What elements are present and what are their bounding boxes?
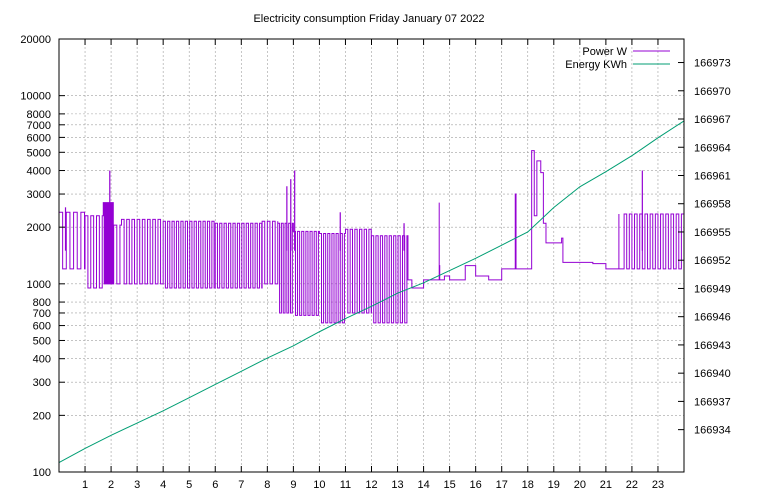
y2-tick-label: 166973 xyxy=(694,58,731,70)
y2-tick-label: 166955 xyxy=(694,227,731,239)
x-tick-label: 5 xyxy=(186,479,192,491)
y-tick-label: 400 xyxy=(33,354,51,366)
x-tick-label: 10 xyxy=(313,479,325,491)
y2-tick-label: 166949 xyxy=(694,283,731,295)
y-tick-label: 8000 xyxy=(27,109,51,121)
y2-tick-label: 166970 xyxy=(694,86,731,98)
x-tick-label: 17 xyxy=(496,479,508,491)
x-tick-label: 16 xyxy=(470,479,482,491)
x-tick-label: 23 xyxy=(652,479,664,491)
y2-tick-label: 166964 xyxy=(694,142,731,154)
y-tick-label: 700 xyxy=(33,308,51,320)
y-tick-label: 20000 xyxy=(20,34,51,46)
series-power-line xyxy=(59,150,684,324)
x-tick-label: 7 xyxy=(238,479,244,491)
y-tick-label: 4000 xyxy=(27,166,51,178)
y-tick-label: 500 xyxy=(33,335,51,347)
y2-tick-label: 166934 xyxy=(694,425,731,437)
y-tick-label: 2000 xyxy=(27,222,51,234)
y-tick-label: 6000 xyxy=(27,132,51,144)
y-tick-label: 10000 xyxy=(20,91,51,103)
legend: Power W Energy KWh xyxy=(565,46,670,71)
x-tick-label: 3 xyxy=(134,479,140,491)
x-tick-label: 21 xyxy=(600,479,612,491)
y-tick-label: 1000 xyxy=(27,279,51,291)
y2-tick-label: 166946 xyxy=(694,312,731,324)
plot-area xyxy=(58,120,685,464)
axes: 1 2 3 4 5 6 7 8 9 10 11 12 13 14 15 16 17 18 19 20 21 22 23100… xyxy=(20,34,730,491)
y2-tick-label: 166940 xyxy=(694,368,731,380)
x-tick-label: 4 xyxy=(160,479,166,491)
x-tick-label: 8 xyxy=(264,479,270,491)
grid xyxy=(59,39,684,472)
x-tick-label: 19 xyxy=(548,479,560,491)
y-tick-label: 5000 xyxy=(27,147,51,159)
x-tick-label: 22 xyxy=(626,479,638,491)
x-tick-label: 2 xyxy=(108,479,114,491)
x-tick-label: 9 xyxy=(290,479,296,491)
x-tick-label: 11 xyxy=(340,479,351,491)
y2-tick-label: 166943 xyxy=(694,340,731,352)
x-tick-label: 1 xyxy=(82,479,88,491)
y-tick-label: 200 xyxy=(33,410,51,422)
x-tick-label: 14 xyxy=(417,479,429,491)
y2-tick-label: 166961 xyxy=(694,170,731,182)
y-tick-label: 300 xyxy=(33,377,51,389)
x-tick-label: 12 xyxy=(365,479,377,491)
y-tick-label: 3000 xyxy=(27,189,51,201)
legend-label-power: Power W xyxy=(582,46,627,58)
y-tick-label: 600 xyxy=(33,321,51,333)
y2-tick-label: 166937 xyxy=(694,396,731,408)
y2-tick-label: 166967 xyxy=(694,114,731,126)
legend-label-energy: Energy KWh xyxy=(565,59,627,71)
y2-tick-label: 166952 xyxy=(694,255,731,267)
x-tick-label: 13 xyxy=(391,479,403,491)
x-tick-label: 20 xyxy=(574,479,586,491)
y-tick-label: 800 xyxy=(33,297,51,309)
x-tick-label: 15 xyxy=(444,479,456,491)
x-tick-label: 18 xyxy=(522,479,534,491)
x-tick-label: 6 xyxy=(212,479,218,491)
chart-title: Electricity consumption Friday January 0… xyxy=(253,13,484,25)
y-tick-label: 100 xyxy=(33,467,51,479)
y-tick-label: 7000 xyxy=(27,120,51,132)
y2-tick-label: 166958 xyxy=(694,199,731,211)
series-energy-line xyxy=(58,120,685,464)
